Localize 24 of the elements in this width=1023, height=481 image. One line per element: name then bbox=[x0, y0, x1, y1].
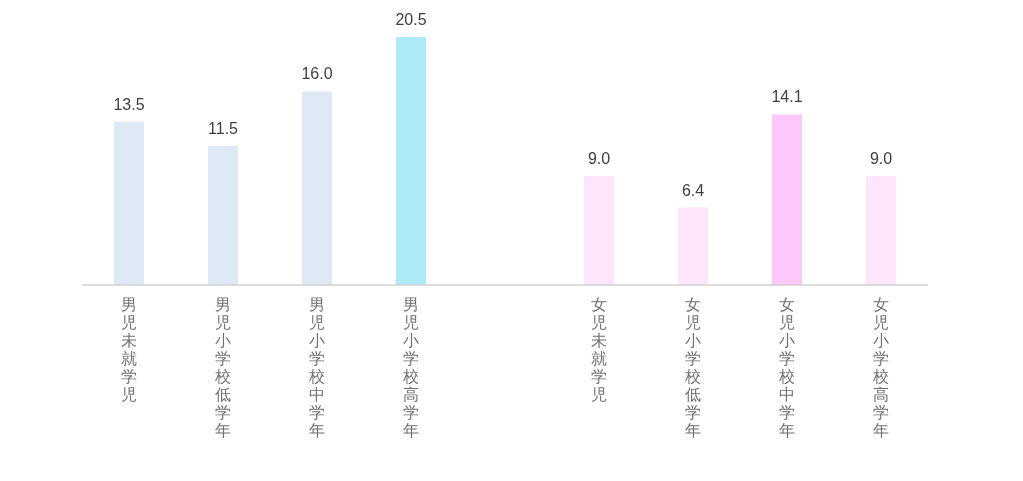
bar bbox=[584, 176, 614, 285]
data-label: 6.4 bbox=[681, 181, 705, 199]
bar bbox=[396, 37, 426, 285]
data-label: 11.5 bbox=[208, 119, 239, 137]
bar bbox=[866, 176, 896, 285]
data-label: 9.0 bbox=[869, 150, 893, 168]
data-label: 9.0 bbox=[587, 150, 611, 168]
x-tick-label: 男児小学校低学年 bbox=[214, 295, 231, 440]
x-tick-label: 男児小学校高学年 bbox=[402, 295, 419, 440]
bar bbox=[208, 145, 238, 285]
x-tick-label: 男児未就学児 bbox=[121, 295, 137, 404]
x-tick-label: 女児小学校低学年 bbox=[684, 295, 701, 440]
bar bbox=[772, 114, 802, 285]
data-label: 14.1 bbox=[771, 88, 803, 106]
bar bbox=[114, 121, 144, 285]
x-tick-label: 男児小学校中学年 bbox=[308, 295, 325, 440]
data-label: 13.5 bbox=[113, 95, 145, 113]
data-label: 20.5 bbox=[395, 11, 427, 28]
x-tick-label: 女児小学校高学年 bbox=[872, 295, 889, 440]
x-tick-label: 女児未就学児 bbox=[591, 295, 607, 404]
bar bbox=[678, 207, 708, 285]
x-tick-label: 女児小学校中学年 bbox=[778, 295, 795, 440]
bar bbox=[302, 91, 332, 285]
data-label: 16.0 bbox=[301, 65, 333, 83]
